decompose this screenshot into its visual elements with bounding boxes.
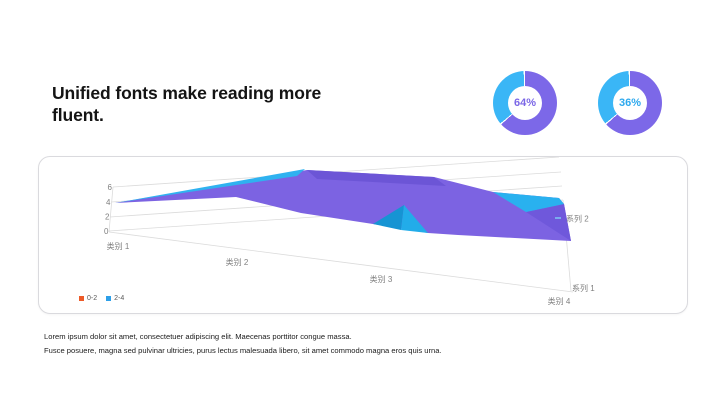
surface-chart: 6 4 2 0 类别 1 类别 2 类别 3 类别 4 系列 2 系列 1 xyxy=(104,157,595,306)
category-label-1: 类别 1 xyxy=(107,241,130,251)
legend-item-2-4: 2-4 xyxy=(106,295,124,302)
donut-hole: 64% xyxy=(508,86,542,120)
legend-swatch-orange xyxy=(79,296,84,301)
body-paragraph: Lorem ipsum dolor sit amet, consectetuer… xyxy=(44,330,664,358)
y-axis-labels: 6 4 2 0 xyxy=(104,183,113,236)
y-tick-0: 0 xyxy=(104,227,109,236)
surface-band-cyan-mid-dark xyxy=(373,205,404,230)
category-axis-labels: 类别 1 类别 2 类别 3 类别 4 xyxy=(107,241,571,306)
body-line-2: Fusce posuere, magna sed pulvinar ultric… xyxy=(44,346,442,355)
surface-band-purple xyxy=(115,170,571,241)
series-axis-labels: 系列 2 系列 1 xyxy=(566,214,595,294)
surface-band-purple-dark-right xyxy=(526,204,571,241)
category-label-3: 类别 3 xyxy=(370,274,393,284)
donut-center-label: 36% xyxy=(618,97,642,109)
y-tick-2: 2 xyxy=(105,213,110,222)
surface-chart-card: 6 4 2 0 类别 1 类别 2 类别 3 类别 4 系列 2 系列 1 xyxy=(38,156,688,314)
donut-chart-1: 64% xyxy=(493,71,557,135)
category-label-2: 类别 2 xyxy=(226,257,249,267)
body-line-1: Lorem ipsum dolor sit amet, consectetuer… xyxy=(44,332,352,341)
chart-legend: 0-2 2-4 xyxy=(79,295,124,302)
surface-band-cyan-left xyxy=(115,169,305,203)
surface-band-cyan-right xyxy=(493,192,564,212)
y-tick-4: 4 xyxy=(106,198,111,207)
legend-swatch-blue xyxy=(106,296,112,301)
y-tick-6: 6 xyxy=(108,183,113,192)
donut-center-label: 64% xyxy=(513,97,537,109)
donut-chart-2: 36% xyxy=(598,71,662,135)
series-label-2: 系列 2 xyxy=(566,214,589,224)
surface-band-purple-dark-top xyxy=(307,170,446,186)
legend-item-0-2: 0-2 xyxy=(79,295,97,302)
legend-label: 0-2 xyxy=(87,295,98,302)
surface-mesh xyxy=(115,169,571,241)
legend-label: 2-4 xyxy=(114,295,125,302)
page-title: Unified fonts make reading more fluent. xyxy=(52,83,322,125)
series-label-1: 系列 1 xyxy=(572,283,595,293)
category-label-4: 类别 4 xyxy=(548,296,571,306)
donut-hole: 36% xyxy=(613,86,647,120)
surface-band-cyan-mid xyxy=(401,205,428,233)
